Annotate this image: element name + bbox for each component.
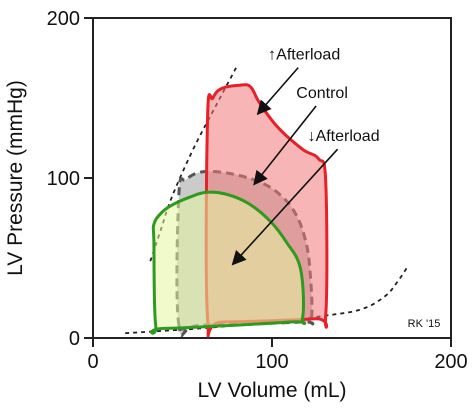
annotation-control: Control (296, 85, 348, 102)
x-tick-label-100: 100 (255, 351, 288, 373)
annotation-afterload-down: ↓Afterload (308, 128, 380, 145)
y-tick-label-100: 100 (47, 168, 80, 190)
arrow-control (253, 105, 317, 186)
y-axis-ticks: 0 100 200 (47, 8, 93, 350)
x-axis-title: LV Volume (mL) (198, 379, 347, 402)
x-axis-ticks: 0 100 200 (87, 338, 468, 373)
x-tick-label-200: 200 (434, 351, 467, 373)
y-axis-title: LV Pressure (mmHg) (4, 80, 27, 276)
author-credit: RK '15 (408, 318, 441, 330)
arrow-afterload-down (231, 148, 339, 266)
x-tick-label-0: 0 (87, 351, 98, 373)
annotation-afterload-up: ↑Afterload (268, 47, 340, 64)
arrow-afterload-up (256, 67, 299, 116)
y-tick-label-0: 0 (69, 328, 80, 350)
pv-loops (150, 83, 329, 338)
annotation-arrows (231, 67, 339, 266)
y-tick-label-200: 200 (47, 8, 80, 30)
